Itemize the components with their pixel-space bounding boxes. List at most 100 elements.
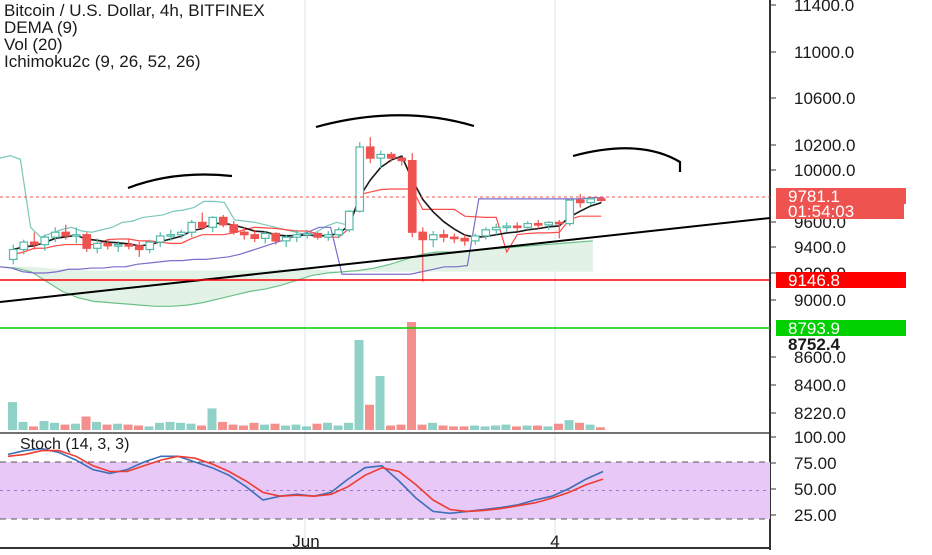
candle-body <box>344 210 354 231</box>
volume-bar <box>386 425 395 430</box>
candle-body <box>29 241 39 246</box>
price-tick-label: 8220.0 <box>794 404 846 423</box>
volume-bar <box>438 425 448 430</box>
candle <box>313 232 323 240</box>
candle <box>470 233 480 245</box>
volume-bar <box>512 426 521 430</box>
volume-bar <box>323 422 332 430</box>
stoch-tick-label: 75.00 <box>794 454 837 473</box>
volume-bar <box>8 402 17 430</box>
candle-body <box>428 234 438 241</box>
candle <box>113 240 123 252</box>
volume-bar <box>123 424 133 430</box>
volume-bar <box>533 425 542 430</box>
candle <box>250 229 260 243</box>
chart-legend: Bitcoin / U.S. Dollar, 4h, BITFINEX DEMA… <box>4 2 265 70</box>
candle-body <box>40 236 50 246</box>
candle-body <box>386 153 396 159</box>
ichimoku-cloud <box>0 240 593 307</box>
price-tag-label: 01:54:03 <box>788 202 854 221</box>
candle-body <box>92 242 102 249</box>
candle-body <box>19 241 29 251</box>
stoch-tick-label: 100.00 <box>794 428 846 447</box>
stoch-tick-label: 25.00 <box>794 506 837 525</box>
price-tag-label: 8752.4 <box>788 335 841 354</box>
candle <box>271 232 281 245</box>
volume-bar <box>270 423 280 430</box>
candle-body <box>449 236 459 240</box>
candle-body <box>334 229 344 236</box>
volume-bar <box>459 426 469 430</box>
candle-body <box>113 243 123 247</box>
volume-bar <box>522 425 532 430</box>
volume-bar <box>428 422 437 430</box>
price-tag-box <box>776 272 906 288</box>
volume-bar <box>155 422 164 430</box>
price-tag-box <box>776 188 906 204</box>
price-tick-label: 9000.0 <box>794 291 846 310</box>
candle <box>386 151 396 162</box>
volume-bar <box>585 424 595 430</box>
price-tick-label: 10200.0 <box>794 136 855 155</box>
candle-body <box>250 234 260 240</box>
volume-bar <box>302 426 311 430</box>
candle <box>281 234 291 248</box>
candle <box>208 216 218 233</box>
candle <box>218 214 228 228</box>
candle <box>29 232 39 250</box>
volume-bar <box>333 425 343 430</box>
candle-body <box>418 231 428 241</box>
candle <box>586 196 596 206</box>
ascending-trendline <box>0 217 771 303</box>
volume-bar <box>249 422 259 430</box>
candle <box>575 193 585 208</box>
volume-bar <box>281 425 290 430</box>
candle-body <box>155 235 165 243</box>
volume-bar <box>134 425 143 430</box>
volume-bar <box>176 422 185 430</box>
volume-bar <box>92 421 101 430</box>
chikou-line <box>0 155 347 238</box>
legend-title: Bitcoin / U.S. Dollar, 4h, BITFINEX <box>4 1 265 20</box>
volume-bar <box>144 426 154 430</box>
candle-body <box>218 216 228 226</box>
volume-bar <box>365 404 374 430</box>
candle <box>502 222 512 233</box>
candle-body <box>145 241 155 251</box>
candle <box>229 221 239 235</box>
candle <box>323 230 333 241</box>
candle <box>8 244 18 265</box>
candle-body <box>187 221 197 233</box>
volume-bar <box>575 422 584 430</box>
candle-body <box>533 222 543 226</box>
volume-bar <box>113 423 122 430</box>
price-tick-label: 10000.0 <box>794 161 855 180</box>
candle <box>82 232 92 252</box>
candle <box>491 223 501 235</box>
hand-drawn-arc-left <box>127 173 233 190</box>
volume-bar <box>564 420 574 430</box>
candle <box>428 230 438 248</box>
candle-body <box>124 243 134 247</box>
volume-bar <box>396 424 406 430</box>
volume-bar <box>449 426 458 430</box>
candle <box>407 153 417 238</box>
price-tick-label: 8600.0 <box>794 348 846 367</box>
candle <box>19 239 29 255</box>
candle-body <box>554 221 564 225</box>
candle-body <box>407 160 417 233</box>
candle-body <box>565 199 575 225</box>
candle-body <box>512 225 522 229</box>
candle-body <box>134 245 144 251</box>
price-tag-label: 9146.8 <box>788 271 840 290</box>
candle <box>103 239 113 250</box>
volume-bar <box>50 422 59 430</box>
candle-body <box>176 231 186 236</box>
candle <box>50 227 60 243</box>
candle <box>460 234 470 246</box>
price-tick-label: 9400.0 <box>794 238 846 257</box>
volume-bar <box>480 426 490 430</box>
volume-bar <box>554 423 563 430</box>
candle-body <box>50 231 60 238</box>
